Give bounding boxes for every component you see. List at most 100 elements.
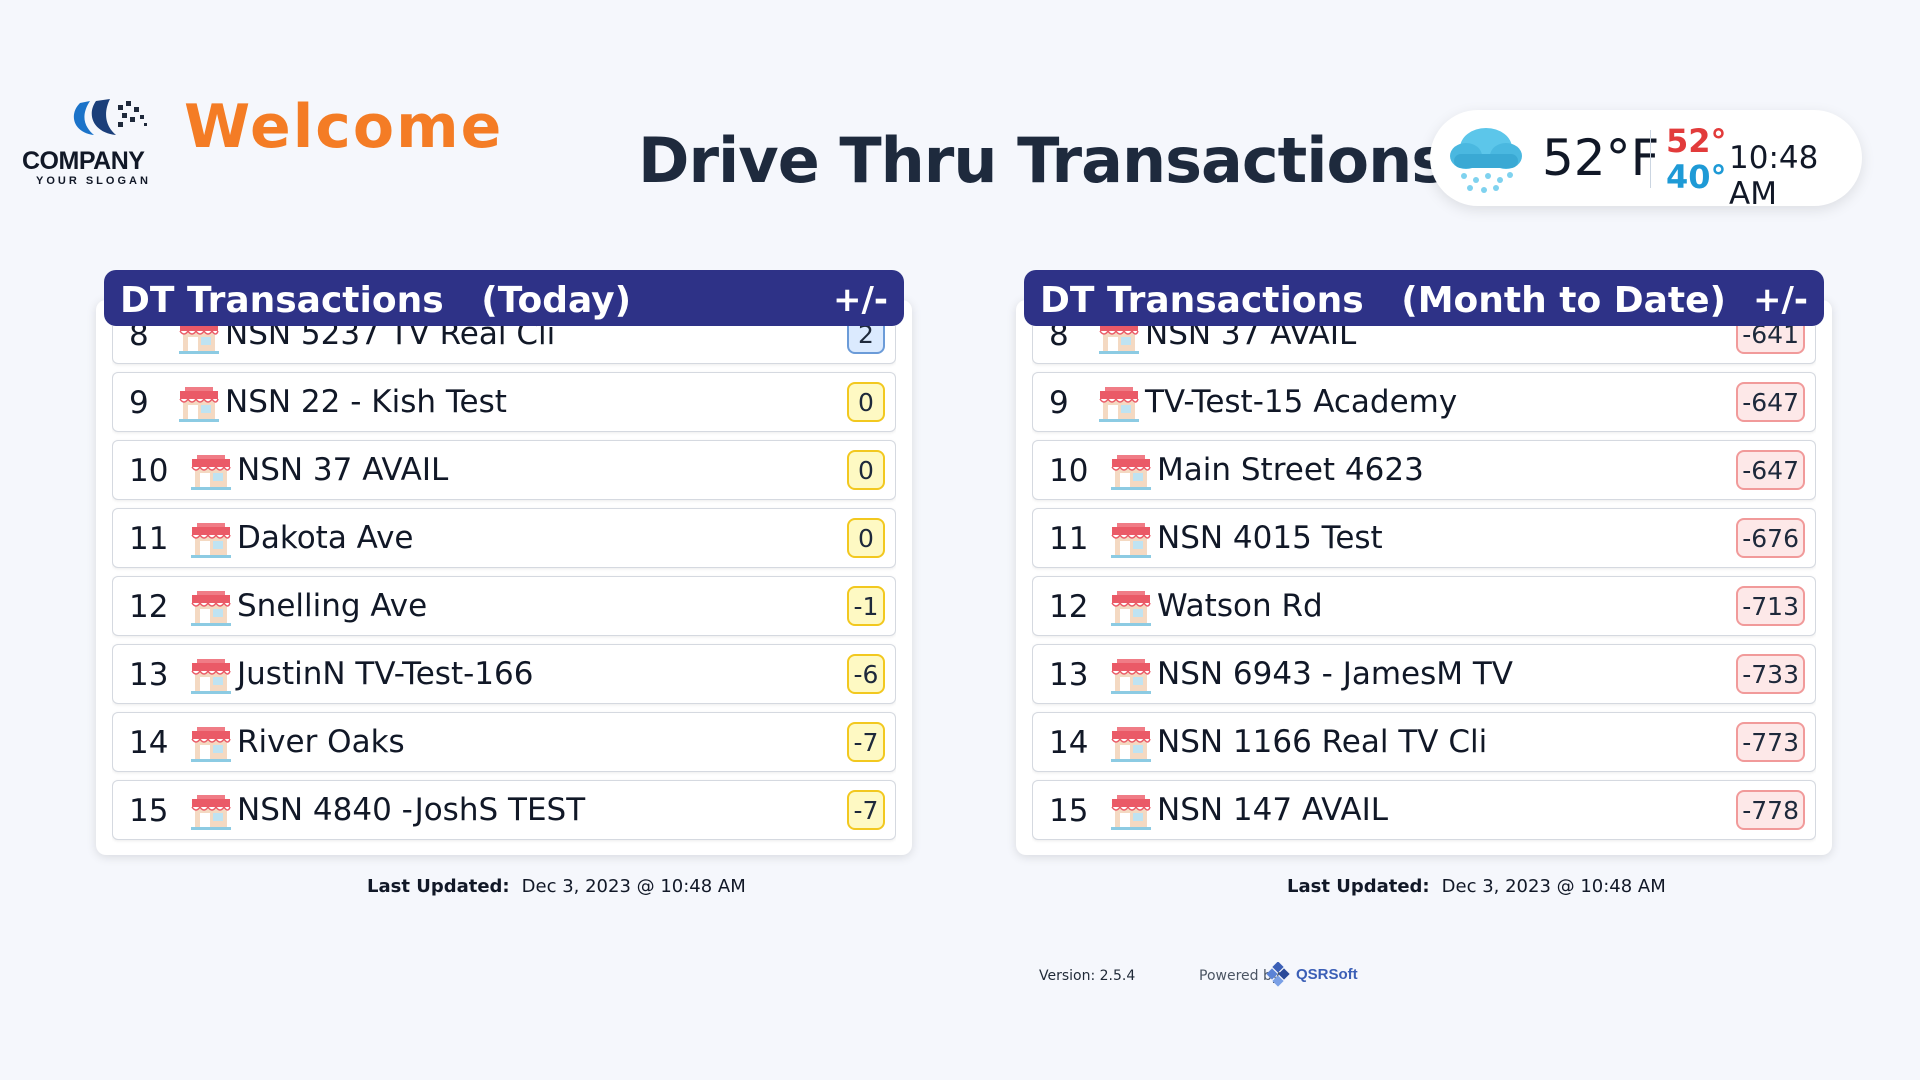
list-item: 12 Snelling Ave -1 (112, 576, 896, 636)
high-temperature: 52° (1666, 122, 1727, 160)
store-name: NSN 37 AVAIL (237, 452, 449, 488)
store-icon (1109, 519, 1153, 559)
store-name: NSN 6943 - JamesM TV (1157, 656, 1514, 692)
list-item: 14 NSN 1166 Real TV Cli -773 (1032, 712, 1816, 772)
store-name: NSN 4840 -JoshS TEST (237, 792, 586, 828)
today-panel-header: DT Transactions (Today) +/- (104, 270, 904, 326)
weather-widget: 52°F 52° 40° 10:48 AM (1430, 110, 1862, 212)
rank-number: 9 (129, 385, 149, 421)
delta-badge: -647 (1736, 382, 1805, 422)
vendor-diamond-icon (1266, 962, 1290, 987)
delta-badge: -7 (847, 790, 885, 830)
store-name: NSN 1166 Real TV Cli (1157, 724, 1488, 760)
store-icon (189, 791, 233, 831)
current-time: 10:48 AM (1729, 140, 1819, 212)
list-item: 15 NSN 4840 -JoshS TEST -7 (112, 780, 896, 840)
mtd-last-updated: Last Updated: Dec 3, 2023 @ 10:48 AM (1287, 876, 1666, 897)
list-item: 11 Dakota Ave 0 (112, 508, 896, 568)
store-icon (1097, 326, 1141, 355)
mtd-rows: 8 NSN 37 AVAIL -641 9 TV-Test-15 Academy -647… (1032, 326, 1816, 856)
mtd-panel-title: DT Transactions (Month to Date) (1040, 280, 1726, 321)
list-item: 9 TV-Test-15 Academy -647 (1032, 372, 1816, 432)
list-item: 10 NSN 37 AVAIL 0 (112, 440, 896, 500)
delta-badge: -676 (1736, 518, 1805, 558)
list-item: 11 NSN 4015 Test -676 (1032, 508, 1816, 568)
list-item: 8 NSN 5237 TV Real Cli 2 (112, 326, 896, 364)
list-item: 13 JustinN TV-Test-166 -6 (112, 644, 896, 704)
rank-number: 10 (129, 453, 169, 489)
store-name: NSN 147 AVAIL (1157, 792, 1389, 828)
list-item: 9 NSN 22 - Kish Test 0 (112, 372, 896, 432)
rank-number: 13 (129, 657, 169, 693)
store-name: Snelling Ave (237, 588, 428, 624)
list-item: 14 River Oaks -7 (112, 712, 896, 772)
vendor-logo: QSRSoft (1266, 962, 1376, 990)
store-icon (1109, 791, 1153, 831)
store-icon (189, 587, 233, 627)
store-name: NSN 5237 TV Real Cli (225, 326, 556, 352)
store-icon (189, 451, 233, 491)
today-rows: 8 NSN 5237 TV Real Cli 2 9 NSN 22 - Kish Tes… (112, 326, 896, 856)
store-name: NSN 37 AVAIL (1145, 326, 1357, 352)
list-item: 10 Main Street 4623 -647 (1032, 440, 1816, 500)
delta-badge: -6 (847, 654, 885, 694)
delta-badge: -7 (847, 722, 885, 762)
store-icon (189, 723, 233, 763)
store-icon (1097, 383, 1141, 423)
list-item: 15 NSN 147 AVAIL -778 (1032, 780, 1816, 840)
delta-badge: -733 (1736, 654, 1805, 694)
store-name: Dakota Ave (237, 520, 414, 556)
store-name: TV-Test-15 Academy (1145, 384, 1458, 420)
last-updated-label: Last Updated: (367, 876, 510, 897)
powered-by-label: Powered by (1199, 968, 1281, 984)
delta-badge: -773 (1736, 722, 1805, 762)
rank-number: 12 (1049, 589, 1089, 625)
store-icon (189, 655, 233, 695)
rank-number: 10 (1049, 453, 1089, 489)
store-name: Watson Rd (1157, 588, 1323, 624)
rank-number: 8 (129, 326, 149, 353)
rank-number: 9 (1049, 385, 1069, 421)
last-updated-value: Dec 3, 2023 @ 10:48 AM (1441, 876, 1666, 897)
list-item: 8 NSN 37 AVAIL -641 (1032, 326, 1816, 364)
store-icon (1109, 655, 1153, 695)
vendor-name: QSRSoft (1296, 966, 1358, 983)
mtd-panel-header: DT Transactions (Month to Date) +/- (1024, 270, 1824, 326)
delta-badge: 2 (847, 326, 885, 354)
logo-mark-icon (73, 99, 147, 135)
delta-badge: -713 (1736, 586, 1805, 626)
current-temperature: 52°F (1542, 129, 1660, 187)
delta-badge: -647 (1736, 450, 1805, 490)
store-name: River Oaks (237, 724, 405, 760)
company-name: COMPANY (22, 147, 145, 175)
delta-badge: -778 (1736, 790, 1805, 830)
rank-number: 14 (1049, 725, 1089, 761)
store-icon (1109, 451, 1153, 491)
rain-cloud-icon (1450, 128, 1522, 193)
rank-number: 13 (1049, 657, 1089, 693)
store-name: NSN 22 - Kish Test (225, 384, 507, 420)
store-name: Main Street 4623 (1157, 452, 1424, 488)
rank-number: 11 (1049, 521, 1089, 557)
store-name: JustinN TV-Test-166 (237, 656, 534, 692)
delta-badge: 0 (847, 518, 885, 558)
weather-divider (1650, 130, 1651, 188)
page-title: Drive Thru Transactions +/- (638, 124, 1566, 197)
today-last-updated: Last Updated: Dec 3, 2023 @ 10:48 AM (367, 876, 746, 897)
plus-minus-label: +/- (832, 280, 888, 320)
last-updated-label: Last Updated: (1287, 876, 1430, 897)
delta-badge: 0 (847, 382, 885, 422)
low-temperature: 40° (1666, 158, 1727, 196)
delta-badge: 0 (847, 450, 885, 490)
last-updated-value: Dec 3, 2023 @ 10:48 AM (521, 876, 746, 897)
store-icon (1109, 723, 1153, 763)
welcome-text: Welcome (184, 92, 504, 162)
delta-badge: -641 (1736, 326, 1805, 354)
today-panel-title: DT Transactions (Today) (120, 280, 632, 321)
rank-number: 11 (129, 521, 169, 557)
rank-number: 12 (129, 589, 169, 625)
delta-badge: -1 (847, 586, 885, 626)
store-name: NSN 4015 Test (1157, 520, 1383, 556)
list-item: 12 Watson Rd -713 (1032, 576, 1816, 636)
company-slogan: YOUR SLOGAN (36, 175, 151, 187)
